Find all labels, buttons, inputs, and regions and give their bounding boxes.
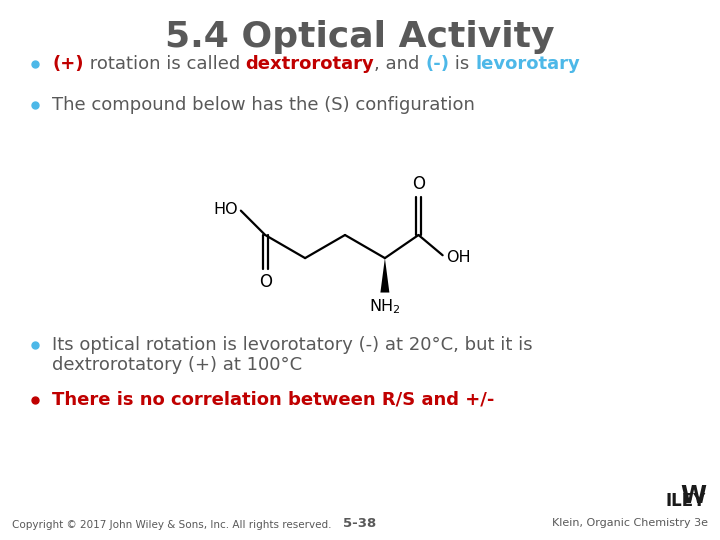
Text: OH: OH	[446, 249, 470, 265]
Text: Its optical rotation is levorotatory (-) at 20°C, but it is: Its optical rotation is levorotatory (-)…	[52, 336, 533, 354]
Text: Copyright © 2017 John Wiley & Sons, Inc. All rights reserved.: Copyright © 2017 John Wiley & Sons, Inc.…	[12, 520, 331, 530]
Text: (+): (+)	[52, 55, 84, 73]
Text: levorotary: levorotary	[475, 55, 580, 73]
Text: There is no correlation between R/S and +/-: There is no correlation between R/S and …	[52, 391, 495, 409]
Text: The compound below has the (S) configuration: The compound below has the (S) configura…	[52, 96, 475, 114]
Text: is: is	[449, 55, 475, 73]
Text: dextrorotary: dextrorotary	[246, 55, 374, 73]
Text: , and: , and	[374, 55, 426, 73]
Text: 5.4 Optical Activity: 5.4 Optical Activity	[166, 20, 554, 54]
Text: W: W	[680, 484, 706, 508]
Text: O: O	[258, 273, 271, 292]
Text: NH$_2$: NH$_2$	[369, 298, 400, 316]
Text: dextrorotatory (+) at 100°C: dextrorotatory (+) at 100°C	[52, 356, 302, 374]
Polygon shape	[380, 258, 390, 293]
Text: O: O	[412, 175, 425, 193]
Text: 5-38: 5-38	[343, 517, 377, 530]
Text: Klein, Organic Chemistry 3e: Klein, Organic Chemistry 3e	[552, 518, 708, 528]
Text: HO: HO	[213, 202, 238, 217]
Text: ILEY: ILEY	[666, 492, 706, 510]
Text: rotation is called: rotation is called	[84, 55, 246, 73]
Text: (-): (-)	[426, 55, 449, 73]
